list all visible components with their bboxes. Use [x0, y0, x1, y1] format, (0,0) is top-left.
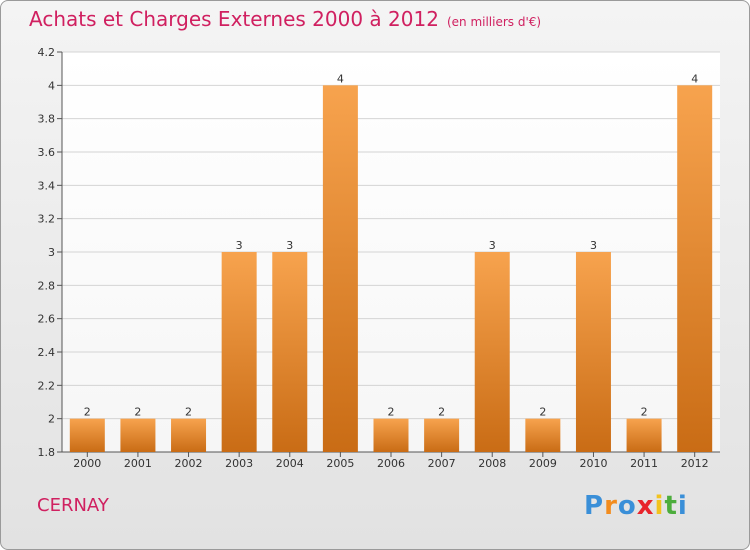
bar — [677, 85, 713, 452]
proxiti-logo[interactable]: Proxiti — [584, 491, 688, 521]
x-tick-label: 2003 — [225, 457, 253, 470]
logo-letter: x — [636, 491, 655, 521]
x-tick-label: 2004 — [276, 457, 304, 470]
bar — [171, 418, 207, 452]
bar — [575, 252, 611, 452]
logo-letter: i — [654, 491, 665, 521]
y-tick-label: 3.4 — [38, 179, 56, 192]
logo-letter: t — [664, 491, 678, 521]
x-tick-label: 2012 — [681, 457, 709, 470]
x-tick-label: 2010 — [579, 457, 607, 470]
x-tick-label: 2006 — [377, 457, 405, 470]
y-tick-label: 2.6 — [38, 313, 56, 326]
chart-title-text: Achats et Charges Externes 2000 à 2012 — [29, 7, 439, 31]
y-tick-label: 3 — [48, 246, 55, 259]
y-tick-label: 2 — [48, 413, 55, 426]
x-tick-label: 2007 — [428, 457, 456, 470]
y-tick-label: 3.8 — [38, 113, 56, 126]
x-tick-label: 2011 — [630, 457, 658, 470]
bar — [373, 418, 409, 452]
chart-title: Achats et Charges Externes 2000 à 2012 (e… — [29, 7, 541, 31]
bar — [626, 418, 662, 452]
bar — [120, 418, 156, 452]
data-label: 4 — [691, 72, 698, 85]
bar — [474, 252, 510, 452]
y-tick-label: 4 — [48, 79, 55, 92]
bar — [424, 418, 460, 452]
data-label: 2 — [84, 406, 91, 419]
bar — [272, 252, 308, 452]
data-label: 2 — [134, 406, 141, 419]
chart-subtitle: (en milliers d'€) — [446, 15, 542, 29]
logo-letter: r — [604, 491, 618, 521]
x-tick-label: 2001 — [124, 457, 152, 470]
x-tick-label: 2009 — [529, 457, 557, 470]
y-tick-label: 2.2 — [38, 379, 56, 392]
data-label: 3 — [236, 239, 243, 252]
data-label: 3 — [590, 239, 597, 252]
data-label: 2 — [641, 406, 648, 419]
y-tick-label: 4.2 — [38, 46, 56, 59]
bar — [69, 418, 105, 452]
y-tick-label: 3.2 — [38, 213, 56, 226]
x-tick-label: 2002 — [175, 457, 203, 470]
y-tick-label: 2.4 — [38, 346, 56, 359]
bar — [221, 252, 257, 452]
data-label: 3 — [286, 239, 293, 252]
bar — [322, 85, 358, 452]
x-tick-label: 2008 — [478, 457, 506, 470]
bar — [525, 418, 561, 452]
data-label: 2 — [185, 406, 192, 419]
data-label: 2 — [438, 406, 445, 419]
data-label: 2 — [388, 406, 395, 419]
logo-letter: o — [617, 491, 637, 521]
logo-letter: i — [677, 491, 688, 521]
logo-letter: P — [584, 491, 605, 521]
data-label: 2 — [539, 406, 546, 419]
data-label: 4 — [337, 72, 344, 85]
city-name: CERNAY — [37, 495, 109, 516]
x-tick-label: 2005 — [326, 457, 354, 470]
y-tick-label: 1.8 — [38, 446, 56, 459]
x-tick-label: 2000 — [73, 457, 101, 470]
data-label: 3 — [489, 239, 496, 252]
y-tick-label: 3.6 — [38, 146, 56, 159]
y-tick-label: 2.8 — [38, 279, 56, 292]
